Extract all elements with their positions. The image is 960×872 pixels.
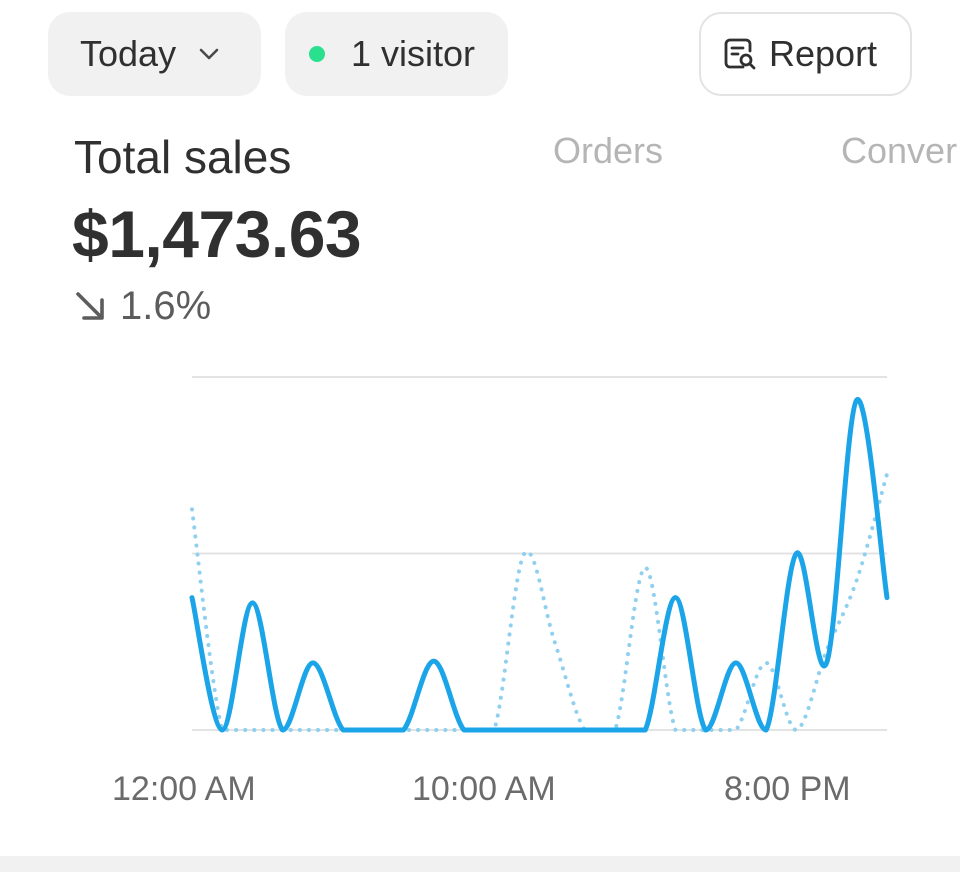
live-visitors-label: 1 visitor	[351, 33, 476, 74]
metric-title[interactable]: Total sales	[74, 131, 292, 183]
sales-chart[interactable]	[0, 340, 960, 810]
live-dot-icon	[309, 46, 325, 62]
date-range-label: Today	[80, 33, 177, 74]
bottom-divider	[0, 856, 960, 872]
metric-tab-orders[interactable]: Orders	[553, 130, 664, 171]
x-tick-label: 12:00 AM	[112, 770, 256, 808]
metric-tab-conversion[interactable]: Conver	[841, 130, 958, 171]
x-tick-label: 8:00 PM	[724, 770, 851, 808]
metric-change-value: 1.6%	[120, 284, 212, 328]
x-tick-label: 10:00 AM	[412, 770, 556, 808]
arrow-down-right-icon	[74, 290, 108, 324]
live-visitors-button[interactable]: 1 visitor	[285, 12, 508, 96]
comparison-series-line	[190, 472, 889, 732]
date-range-selector[interactable]: Today	[48, 12, 261, 96]
chevron-down-icon	[196, 41, 222, 67]
report-label: Report	[769, 33, 878, 74]
report-search-icon	[721, 35, 759, 73]
metric-value: $1,473.63	[72, 197, 362, 271]
report-button[interactable]: Report	[699, 12, 912, 96]
sales-series-line	[189, 397, 890, 733]
metric-change: 1.6%	[74, 284, 211, 329]
